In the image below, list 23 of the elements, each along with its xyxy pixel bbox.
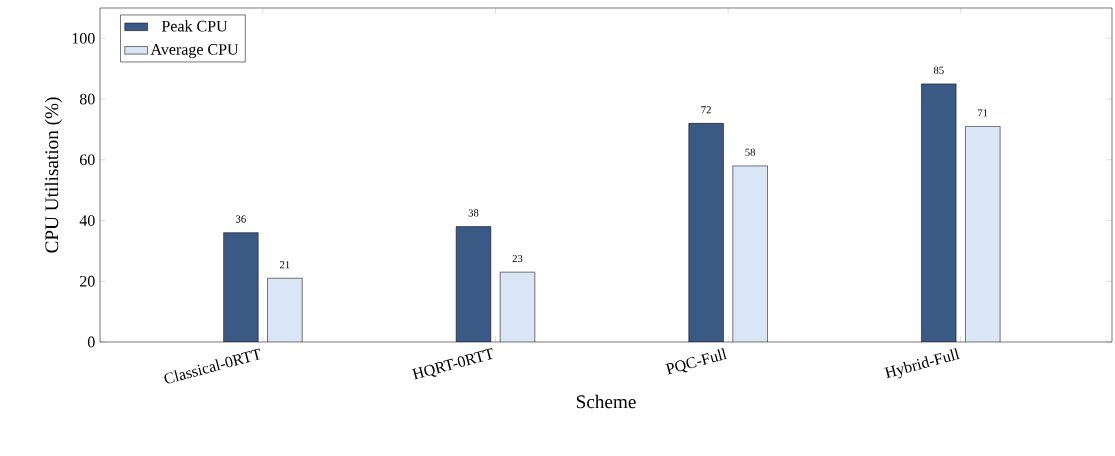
data-label: 85 <box>933 66 944 74</box>
y-tick-label: 40 <box>79 215 95 226</box>
x-axis-title: Scheme <box>576 394 636 409</box>
y-tick-label: 20 <box>80 275 95 287</box>
y-tick-label: 100 <box>72 32 95 44</box>
data-label: 58 <box>745 148 756 156</box>
bar <box>921 83 957 342</box>
data-label: 36 <box>236 215 246 223</box>
bar <box>455 226 492 342</box>
y-axis-title: CPU Utilisation (%) <box>44 97 63 253</box>
y-tick-label: 0 <box>87 336 95 348</box>
bar <box>688 123 724 342</box>
data-label: 71 <box>978 109 988 117</box>
bar <box>223 232 259 342</box>
legend-label: Peak CPU <box>161 20 228 32</box>
data-label: 21 <box>279 261 290 269</box>
x-tick-label: PQC-Full <box>665 348 728 375</box>
data-label: 72 <box>701 106 711 114</box>
legend-label: Average CPU <box>150 44 239 59</box>
y-tick-label: 60 <box>79 154 95 166</box>
data-label: 38 <box>468 209 479 217</box>
y-tick-label: 80 <box>79 93 95 105</box>
data-label: 23 <box>512 254 523 263</box>
